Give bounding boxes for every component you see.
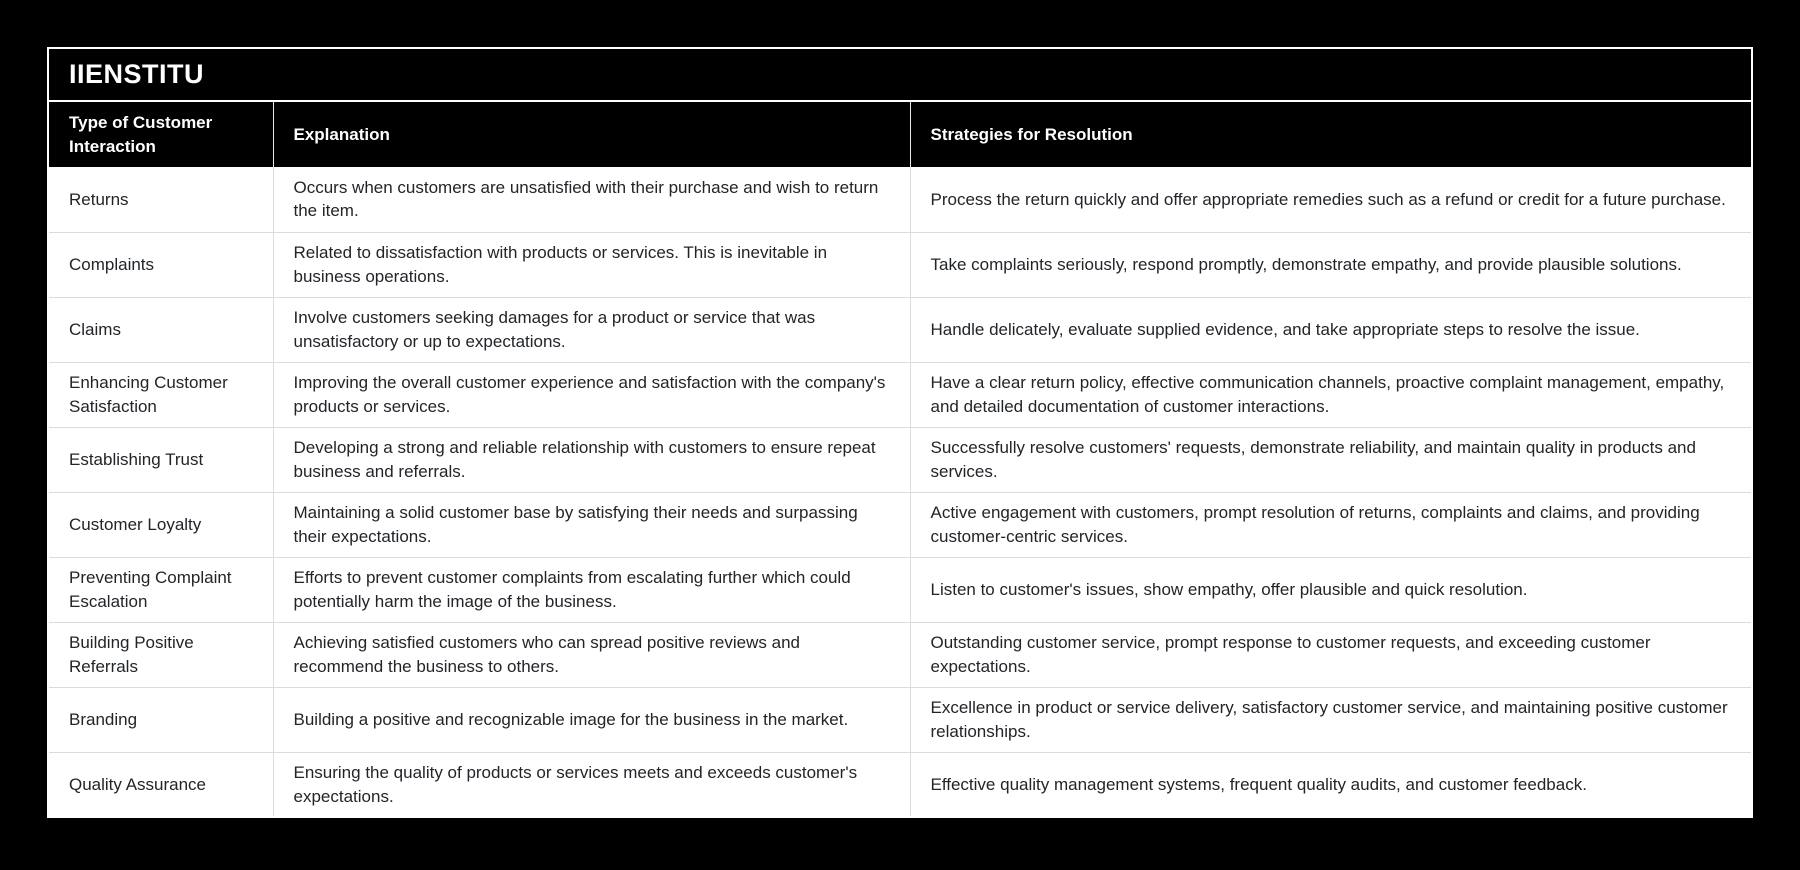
table-header: Type of Customer Interaction Explanation… bbox=[49, 102, 1751, 167]
cell-strategy: Listen to customer's issues, show empath… bbox=[909, 556, 1751, 622]
table-row: Preventing Complaint Escalation Efforts … bbox=[49, 556, 1751, 622]
cell-type: Establishing Trust bbox=[49, 426, 273, 492]
cell-explanation: Improving the overall customer experienc… bbox=[272, 361, 910, 427]
table-row: Complaints Related to dissatisfaction wi… bbox=[49, 231, 1751, 297]
table-row: Returns Occurs when customers are unsati… bbox=[49, 167, 1751, 232]
cell-explanation: Developing a strong and reliable relatio… bbox=[272, 426, 910, 492]
cell-type: Preventing Complaint Escalation bbox=[49, 556, 273, 622]
column-header-explanation: Explanation bbox=[272, 102, 910, 167]
table-row: Claims Involve customers seeking damages… bbox=[49, 296, 1751, 362]
table-row: Building Positive Referrals Achieving sa… bbox=[49, 621, 1751, 687]
cell-type: Enhancing Customer Satisfaction bbox=[49, 361, 273, 427]
cell-strategy: Effective quality management systems, fr… bbox=[909, 751, 1751, 816]
cell-type: Building Positive Referrals bbox=[49, 621, 273, 687]
table-row: Quality Assurance Ensuring the quality o… bbox=[49, 751, 1751, 816]
cell-explanation: Building a positive and recognizable ima… bbox=[272, 686, 910, 752]
cell-strategy: Active engagement with customers, prompt… bbox=[909, 491, 1751, 557]
header-row: Type of Customer Interaction Explanation… bbox=[49, 102, 1751, 167]
cell-type: Quality Assurance bbox=[49, 751, 273, 816]
column-header-type: Type of Customer Interaction bbox=[49, 102, 273, 167]
cell-strategy: Have a clear return policy, effective co… bbox=[909, 361, 1751, 427]
cell-explanation: Achieving satisfied customers who can sp… bbox=[272, 621, 910, 687]
table-row: Enhancing Customer Satisfaction Improvin… bbox=[49, 361, 1751, 427]
cell-type: Branding bbox=[49, 686, 273, 752]
table-row: Establishing Trust Developing a strong a… bbox=[49, 426, 1751, 492]
table-row: Branding Building a positive and recogni… bbox=[49, 686, 1751, 752]
cell-strategy: Excellence in product or service deliver… bbox=[909, 686, 1751, 752]
table-row: Customer Loyalty Maintaining a solid cus… bbox=[49, 491, 1751, 557]
cell-type: Complaints bbox=[49, 231, 273, 297]
table-body: Returns Occurs when customers are unsati… bbox=[49, 167, 1751, 816]
cell-type: Customer Loyalty bbox=[49, 491, 273, 557]
cell-explanation: Involve customers seeking damages for a … bbox=[272, 296, 910, 362]
column-header-strategies: Strategies for Resolution bbox=[909, 102, 1751, 167]
cell-explanation: Occurs when customers are unsatisfied wi… bbox=[272, 167, 910, 232]
cell-strategy: Process the return quickly and offer app… bbox=[909, 167, 1751, 232]
table-card: IIENSTITU Type of Customer Interaction E… bbox=[47, 47, 1753, 818]
cell-strategy: Outstanding customer service, prompt res… bbox=[909, 621, 1751, 687]
cell-type: Claims bbox=[49, 296, 273, 362]
cell-explanation: Efforts to prevent customer complaints f… bbox=[272, 556, 910, 622]
card-title: IIENSTITU bbox=[49, 49, 1751, 102]
cell-type: Returns bbox=[49, 167, 273, 232]
cell-explanation: Maintaining a solid customer base by sat… bbox=[272, 491, 910, 557]
cell-strategy: Successfully resolve customers' requests… bbox=[909, 426, 1751, 492]
cell-explanation: Ensuring the quality of products or serv… bbox=[272, 751, 910, 816]
cell-explanation: Related to dissatisfaction with products… bbox=[272, 231, 910, 297]
cell-strategy: Handle delicately, evaluate supplied evi… bbox=[909, 296, 1751, 362]
cell-strategy: Take complaints seriously, respond promp… bbox=[909, 231, 1751, 297]
customer-interaction-table: Type of Customer Interaction Explanation… bbox=[49, 102, 1751, 816]
